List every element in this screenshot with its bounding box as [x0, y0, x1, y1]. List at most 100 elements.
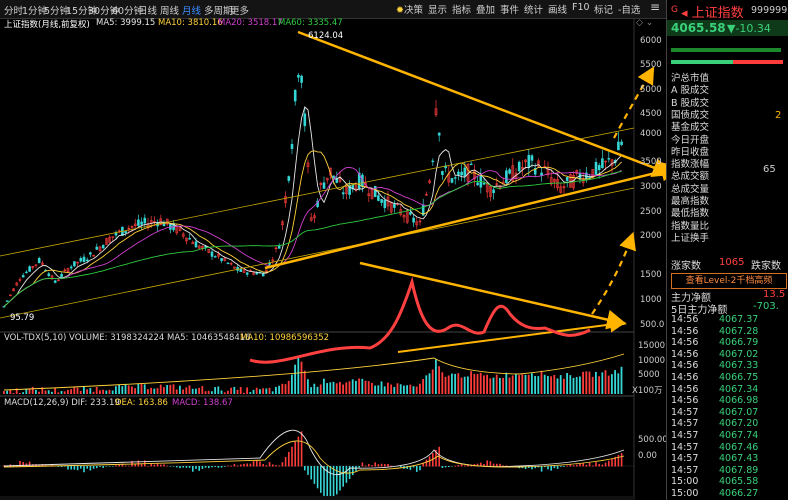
event-button[interactable]: 事件: [500, 5, 520, 16]
macd-bar: [179, 466, 181, 469]
candle-body: [223, 257, 227, 261]
candle-body: [217, 253, 220, 257]
macd-bar: [220, 466, 223, 468]
price-tick-label: 4500: [640, 109, 662, 119]
volume-bar: [582, 371, 584, 394]
timeframe-tab-multi[interactable]: 多周期: [204, 6, 233, 17]
timeframe-tab-5min[interactable]: 5分钟: [44, 6, 70, 17]
tick-time: 14:57: [671, 430, 699, 441]
macd-tick-label: 0.00: [638, 451, 657, 461]
macd-bar: [297, 436, 300, 467]
volume-bar: [137, 383, 140, 394]
timeframe-tab-month[interactable]: 月线: [182, 6, 202, 17]
macd-bar: [464, 465, 466, 467]
timeframe-tab-1min[interactable]: 1分钟: [22, 6, 48, 17]
volume-bar: [243, 392, 245, 394]
menu-icon[interactable]: ≡: [650, 0, 661, 14]
display-button[interactable]: 显示: [428, 5, 448, 16]
macd-bar: [608, 460, 610, 467]
volume-bar: [524, 374, 527, 394]
candle-body: [98, 246, 102, 252]
mark-button[interactable]: 标记: [594, 5, 614, 16]
f10-button[interactable]: F10: [572, 2, 590, 13]
stats-button[interactable]: 统计: [524, 5, 544, 16]
decision-button[interactable]: ✹决策: [396, 2, 423, 16]
macd-bar: [323, 466, 325, 498]
timeframe-tab-30min[interactable]: 30分钟: [88, 6, 120, 17]
macd-bar: [169, 466, 172, 467]
macd-bar: [83, 466, 85, 473]
candle-body: [143, 217, 147, 224]
volume-bar: [236, 389, 239, 394]
macd-bar: [444, 466, 447, 468]
down-count-label: 跌家数: [751, 261, 781, 272]
candle-body: [460, 171, 463, 176]
volume-ma-line: [3, 353, 625, 391]
arrow-left-icon[interactable]: ◂: [681, 6, 688, 21]
price-tick-label: 1500: [640, 270, 662, 280]
tick-price: 4067.07: [719, 406, 759, 418]
candle-body: [325, 177, 329, 181]
volume-bar: [457, 373, 460, 394]
volume-bar: [121, 386, 124, 394]
price-bar: [667, 20, 788, 36]
timeframe-tab-15min[interactable]: 15分钟: [66, 6, 98, 17]
macd-bar: [361, 462, 364, 467]
candle-body: [313, 215, 316, 219]
macd-bar: [486, 460, 488, 467]
timeframe-tab-intraday[interactable]: 分时: [4, 6, 24, 17]
volume-bar: [51, 391, 53, 394]
draw-line-button[interactable]: 画线: [548, 5, 568, 16]
timeframe-tab-more[interactable]: 更多: [230, 6, 250, 17]
volume-bar: [585, 371, 588, 394]
tick-price: 4067.02: [719, 348, 759, 360]
candle-body: [607, 158, 611, 160]
volume-bar: [422, 379, 424, 394]
candle-body: [511, 165, 515, 182]
chart-toolbar: 分时 1分钟 5分钟 15分钟 30分钟 60分钟 日线 周线 月线 多周期 更多 ✹决策 显示 指…: [0, 0, 666, 19]
macd-bar: [406, 466, 408, 469]
green-ratio-bar: [671, 48, 781, 52]
volume-bar: [111, 390, 114, 394]
tick-row: 14:56 4066.79: [667, 337, 788, 349]
macd-bar: [246, 463, 248, 467]
macd-bar: [185, 466, 188, 468]
price-tick-label: 2500: [640, 207, 662, 217]
tick-row: 14:56 4067.02: [667, 349, 788, 361]
candle-body: [281, 221, 284, 226]
stat-label: 总成交量: [671, 183, 710, 195]
candle-body: [421, 205, 425, 216]
volume-tick-label: 10000: [638, 356, 666, 366]
macd-bar: [460, 464, 463, 467]
level2-button[interactable]: 查看Level-2千档高频: [671, 273, 787, 289]
macd-bar: [224, 466, 226, 467]
volume-bar: [540, 370, 543, 394]
favorites-button[interactable]: -自选: [618, 5, 641, 16]
volume-bar: [73, 387, 76, 394]
macd-bar: [268, 462, 271, 467]
candle-body: [79, 258, 83, 262]
candle-body: [505, 170, 508, 184]
chart-settings-icon[interactable]: ◇ ⌄: [636, 18, 654, 28]
macd-bar: [57, 466, 60, 467]
candle-body: [12, 288, 15, 292]
triangle-upper-line: [297, 30, 666, 178]
volume-bar: [371, 382, 373, 394]
macd-bar: [457, 464, 460, 467]
timeframe-tab-60min[interactable]: 60分钟: [112, 6, 144, 17]
kline-chart[interactable]: [0, 18, 666, 500]
timeframe-tab-week[interactable]: 周线: [160, 6, 180, 17]
volume-bar: [483, 375, 485, 394]
tick-time: 14:56: [671, 314, 699, 325]
candle-body: [207, 249, 211, 253]
overlay-button[interactable]: 叠加: [476, 5, 496, 16]
indicator-button[interactable]: 指标: [452, 5, 472, 16]
stat-label: 国债成交: [671, 109, 710, 121]
macd-bar: [489, 461, 492, 467]
timeframe-tab-day[interactable]: 日线: [138, 6, 158, 17]
index-name-text: 上证指数: [691, 6, 744, 21]
volume-bar: [470, 371, 472, 394]
volume-unit: X100万: [632, 386, 663, 396]
macd-bar: [89, 466, 92, 471]
candle-body: [69, 266, 73, 269]
